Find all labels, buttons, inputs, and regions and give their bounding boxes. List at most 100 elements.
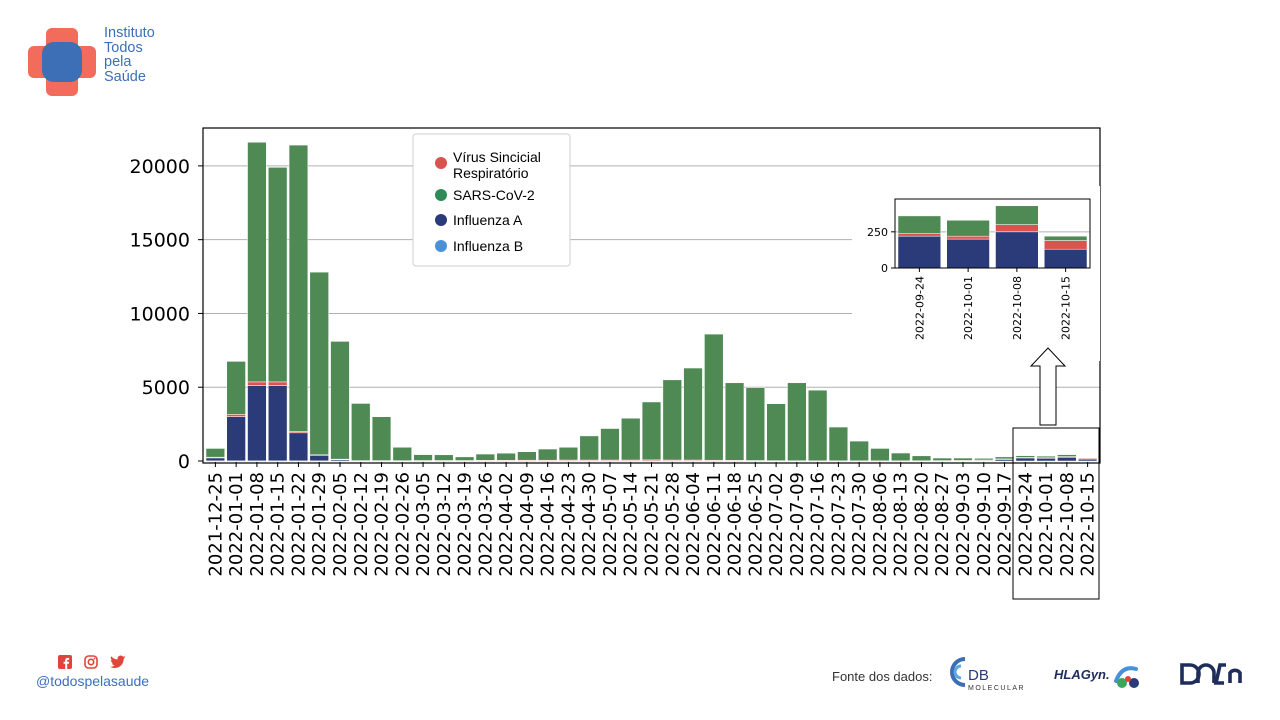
x-tick-label: 2022-05-21 — [642, 472, 663, 577]
x-tick-label: 2021-12-25 — [205, 472, 226, 577]
twitter-icon[interactable] — [110, 655, 126, 669]
social-links: @todospelasaude — [36, 655, 176, 689]
bar-segment — [1015, 455, 1035, 458]
bar-segment — [621, 417, 641, 461]
inset-bar-segment — [1044, 235, 1088, 241]
hlagyn-logo-text: HLAGyn. — [1054, 667, 1110, 682]
inset-x-tick-label: 2022-10-15 — [1060, 276, 1073, 340]
facebook-icon[interactable] — [58, 655, 72, 669]
data-sources: Fonte dos dados: DB MOLECULAR HLAGyn. — [832, 655, 1252, 699]
bar-segment — [309, 454, 329, 462]
x-tick-label: 2022-07-16 — [808, 472, 829, 577]
x-tick-label: 2022-08-20 — [911, 472, 932, 577]
bar-segment — [288, 432, 309, 462]
bar-segment — [268, 385, 288, 462]
inset-x-tick-label: 2022-10-08 — [1011, 276, 1024, 340]
bar-segment — [205, 457, 226, 462]
legend-marker — [435, 189, 447, 201]
social-handle: @todospelasaude — [36, 673, 150, 689]
dasa-wordmark-icon — [1180, 663, 1242, 685]
x-tick-label: 2022-06-25 — [745, 472, 766, 577]
bar-segment — [745, 387, 765, 461]
bar-segment — [434, 454, 454, 461]
bar-segment — [953, 457, 973, 461]
legend-label: Influenza A — [453, 212, 523, 228]
bar-segment — [974, 458, 994, 461]
x-tick-label: 2022-10-15 — [1078, 472, 1099, 577]
inset-x-tick-label: 2022-10-01 — [962, 276, 975, 340]
x-tick-label: 2022-04-02 — [496, 472, 517, 577]
bar-segment — [808, 389, 828, 462]
bar-segment — [288, 144, 309, 432]
x-tick-label: 2022-03-05 — [413, 472, 434, 577]
y-tick-label: 15000 — [130, 230, 190, 252]
y-tick-label: 0 — [178, 451, 190, 473]
x-tick-label: 2022-09-17 — [995, 472, 1016, 577]
y-tick-label: 10000 — [130, 303, 190, 325]
bar-segment — [1077, 457, 1098, 459]
x-tick-label: 2022-07-30 — [849, 472, 870, 577]
x-tick-label: 2022-02-12 — [351, 472, 372, 577]
bar-segment — [226, 414, 246, 417]
legend-label: Respiratório — [453, 165, 529, 181]
legend-marker — [435, 240, 447, 252]
bar-segment — [766, 403, 786, 461]
x-tick-label: 2022-02-05 — [330, 472, 351, 577]
bar-segment — [641, 401, 662, 461]
inset-bar-segment — [897, 233, 941, 237]
x-tick-label: 2022-04-09 — [517, 472, 538, 577]
dasa-logo — [1180, 663, 1250, 691]
inset-background — [852, 186, 1100, 361]
bar-segment — [226, 416, 246, 462]
hlagyn-logo: HLAGyn. — [1054, 659, 1146, 695]
logo-line: Todos — [104, 39, 143, 56]
x-tick-label: 2022-07-09 — [787, 472, 808, 577]
source-label: Fonte dos dados: — [832, 669, 933, 684]
logo-line: Saúde — [104, 68, 146, 85]
x-tick-label: 2022-04-23 — [558, 472, 579, 577]
bar-segment — [351, 403, 371, 461]
bar-segment — [454, 456, 475, 461]
inset-y-tick-label: 250 — [867, 226, 888, 239]
bar-segment — [891, 452, 911, 462]
bar-segment — [662, 379, 682, 461]
x-tick-label: 2022-01-22 — [288, 472, 309, 577]
inset-bar-segment — [897, 215, 941, 234]
zoom-arrow-icon — [1029, 347, 1067, 426]
x-tick-label: 2022-03-19 — [455, 472, 476, 577]
bar-segment — [932, 457, 952, 461]
zoom-highlight-box — [1012, 427, 1100, 600]
bar-segment — [538, 448, 558, 461]
x-tick-label: 2022-01-15 — [268, 472, 289, 577]
institute-logo: Instituto Todos pela Saúde — [28, 26, 188, 100]
bar-segment — [828, 426, 849, 462]
y-tick-label: 20000 — [130, 156, 190, 178]
bar-segment — [496, 452, 516, 461]
bar-segment — [247, 142, 267, 383]
x-tick-label: 2022-01-08 — [247, 472, 268, 577]
bar-segment — [579, 435, 599, 461]
logo-line: pela — [104, 54, 132, 70]
db-logo-text: DB — [968, 667, 989, 684]
x-tick-label: 2022-05-14 — [621, 472, 642, 577]
x-tick-label: 2022-01-29 — [309, 472, 330, 577]
db-molecular-mark-icon — [950, 657, 966, 687]
x-tick-label: 2022-04-16 — [538, 472, 559, 577]
legend-marker — [435, 157, 447, 169]
x-tick-label: 2022-05-07 — [600, 472, 621, 577]
x-tick-label: 2022-09-03 — [953, 472, 974, 577]
x-tick-label: 2022-04-30 — [579, 472, 600, 577]
bar-segment — [558, 447, 579, 461]
legend-box — [412, 133, 571, 267]
bar-segment — [517, 451, 537, 461]
bar-segment — [247, 381, 267, 386]
legend-marker — [435, 214, 447, 226]
bar-segment — [371, 416, 392, 461]
inset-bar-segment — [995, 224, 1039, 233]
bar-segment — [787, 382, 807, 461]
instagram-icon[interactable] — [84, 655, 98, 669]
bar-segment — [849, 440, 869, 462]
bar-segment — [268, 167, 288, 383]
bar-segment — [1077, 458, 1098, 462]
